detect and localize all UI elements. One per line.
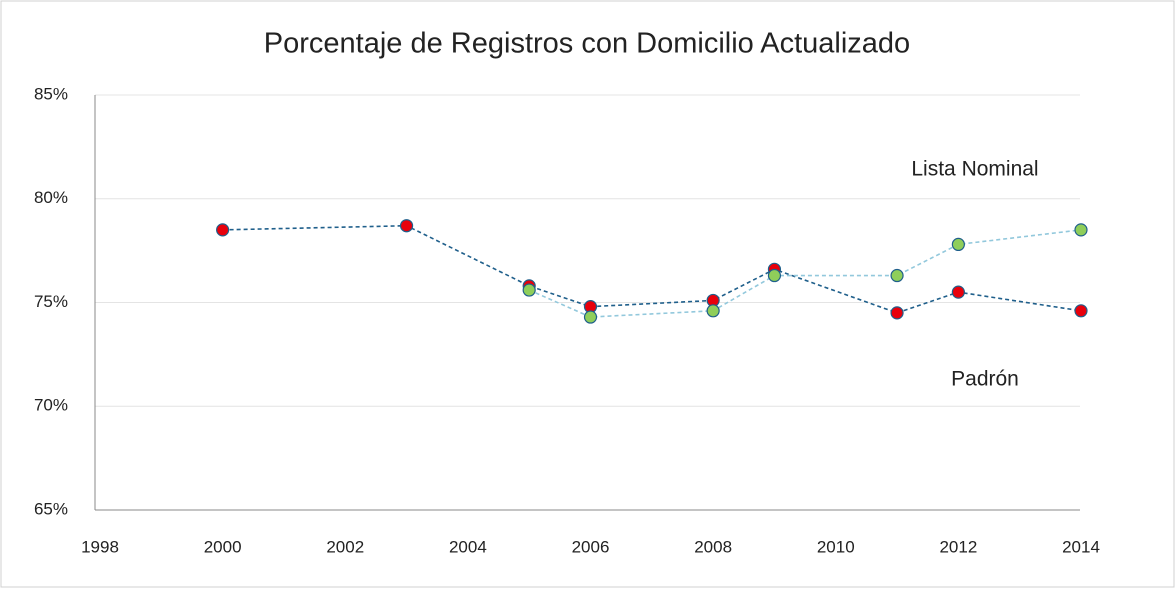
data-point: [951, 237, 965, 251]
data-point: [522, 283, 536, 297]
x-tick-label: 2004: [449, 537, 487, 556]
x-tick-label: 2006: [572, 537, 610, 556]
y-tick-label: 65%: [34, 499, 68, 518]
data-point: [399, 219, 414, 233]
series-line: [222, 224, 1082, 314]
data-point: [1074, 304, 1088, 318]
x-tick-label: 2014: [1062, 537, 1100, 556]
x-tick-label: 1998: [81, 537, 119, 556]
data-point: [951, 285, 965, 299]
series-label: Lista Nominal: [911, 158, 1038, 181]
x-tick-label: 2000: [204, 537, 242, 556]
chart-title: Porcentaje de Registros con Domicilio Ac…: [264, 28, 910, 60]
series-label: Padrón: [951, 368, 1019, 391]
data-point: [583, 310, 598, 324]
data-point: [1074, 223, 1088, 237]
x-tick-label: 2008: [694, 537, 732, 556]
y-tick-label: 75%: [34, 292, 68, 311]
data-point: [767, 268, 782, 283]
y-tick-label: 70%: [34, 396, 68, 415]
x-tick-label: 2010: [817, 537, 855, 556]
data-point: [706, 304, 720, 318]
x-tick-label: 2002: [326, 537, 364, 556]
data-point: [216, 223, 230, 237]
data-point: [890, 268, 904, 283]
y-tick-label: 80%: [34, 188, 68, 207]
y-tick-label: 85%: [34, 84, 68, 103]
data-point: [890, 306, 904, 320]
x-tick-label: 2012: [939, 537, 977, 556]
